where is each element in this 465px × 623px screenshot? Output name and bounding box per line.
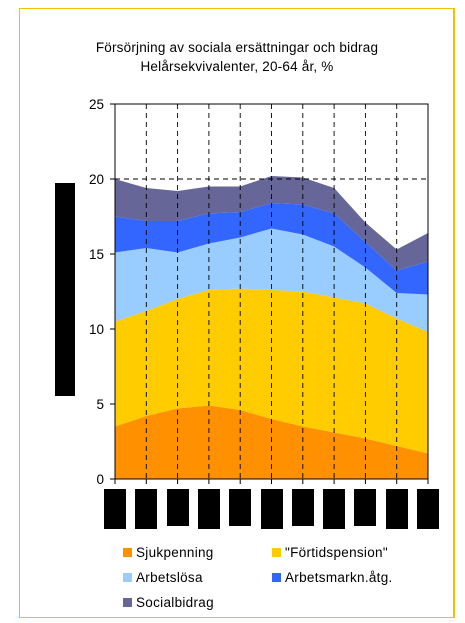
redacted-x-label <box>291 489 314 526</box>
legend-label: Arbetslösa <box>136 570 203 585</box>
area-series-arbetslosa <box>115 228 428 332</box>
legend-label: Socialbidrag <box>136 595 214 610</box>
legend-label: "Förtidspension" <box>285 545 388 560</box>
area-series-socialbidrag <box>115 176 428 271</box>
redacted-x-label <box>354 489 377 526</box>
y-tick-label: 5 <box>96 397 104 412</box>
redacted-x-label <box>104 489 126 529</box>
y-tick-label: 10 <box>89 322 104 337</box>
legend-swatch <box>123 572 132 582</box>
chart-title: Försörjning av sociala ersättningar och … <box>95 40 379 55</box>
legend-item-fortidspension: "Förtidspension" <box>272 545 388 560</box>
redacted-x-label <box>385 489 408 529</box>
legend-label: Sjukpenning <box>136 545 214 560</box>
area-series-sjukpenning <box>115 405 428 479</box>
redacted-x-label <box>229 489 252 526</box>
redacted-y-axis-label <box>55 183 75 396</box>
legend-item-socialbidrag: Socialbidrag <box>123 595 214 610</box>
legend-swatch <box>272 572 281 582</box>
legend-swatch <box>272 547 281 557</box>
chart-subtitle: Helårsekvivalenter, 20-64 år, % <box>140 59 334 74</box>
redacted-x-label <box>260 489 283 529</box>
redacted-x-label <box>417 489 439 529</box>
area-series-fortidspension <box>115 288 428 454</box>
legend-item-arbetsmarknatg: Arbetsmarkn.åtg. <box>272 570 393 585</box>
legend-item-arbetslosa: Arbetslösa <box>123 570 203 585</box>
redacted-x-label <box>135 489 158 529</box>
redacted-x-label <box>197 489 220 529</box>
redacted-x-label <box>166 489 189 526</box>
y-tick-label: 0 <box>96 472 104 487</box>
legend-label: Arbetsmarkn.åtg. <box>285 570 393 585</box>
y-tick-label: 15 <box>89 247 104 262</box>
y-tick-label: 25 <box>89 97 104 112</box>
legend-swatch <box>123 547 132 557</box>
y-tick-label: 20 <box>89 172 104 187</box>
legend-item-sjukpenning: Sjukpenning <box>123 545 214 560</box>
redacted-x-label <box>323 489 346 529</box>
legend-swatch <box>123 597 132 607</box>
area-series-arbetsmarknatg <box>115 203 428 295</box>
chart-frame <box>19 8 455 618</box>
